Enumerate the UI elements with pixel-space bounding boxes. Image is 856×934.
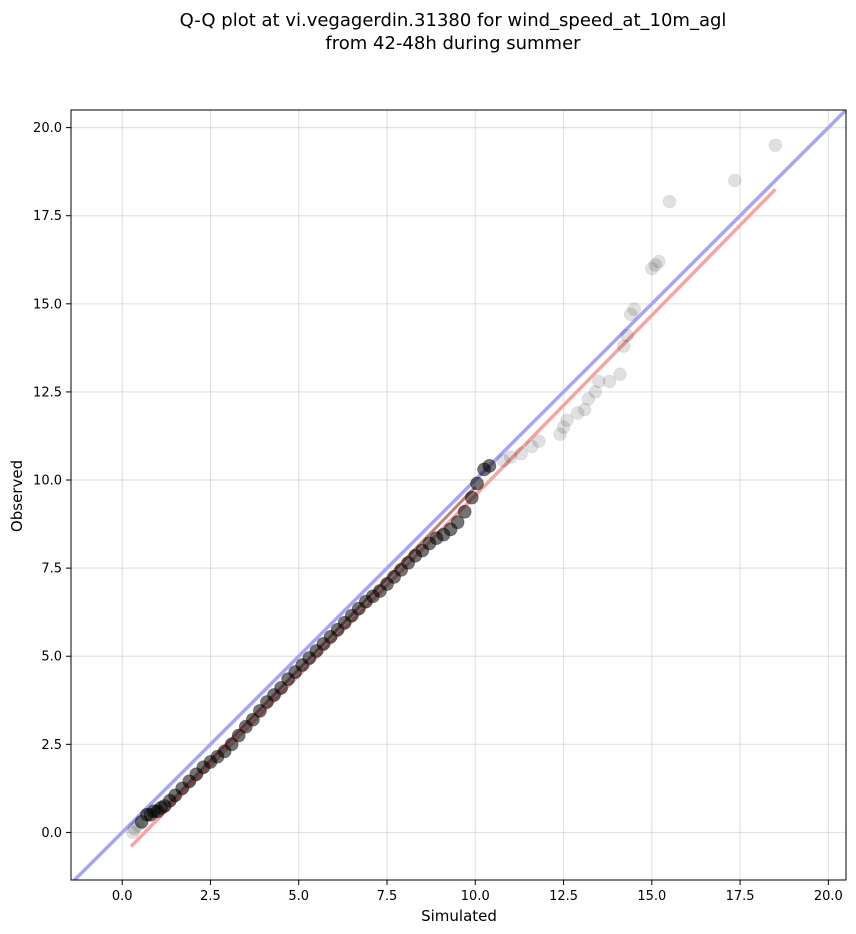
scatter-point (503, 450, 518, 465)
scatter-point (450, 515, 465, 530)
scatter-point (553, 427, 567, 442)
y-tick-label: 5.0 (41, 650, 62, 665)
y-axis-label: Observed (8, 460, 26, 532)
plot-content (72, 110, 846, 880)
scatter-point (651, 254, 666, 269)
scatter-point (662, 194, 677, 209)
y-tick-label: 17.5 (33, 209, 62, 224)
y-tick-label: 10.0 (33, 474, 62, 489)
scatter-point (727, 173, 742, 188)
scatter-point (125, 825, 140, 840)
x-tick-label: 5.0 (288, 889, 309, 904)
axes-frame (70, 109, 847, 881)
scatter-point (457, 504, 472, 519)
scatter-point (482, 459, 497, 473)
scatter-point (560, 413, 574, 428)
scatter-point (616, 339, 631, 354)
scatter-point (768, 138, 783, 153)
scatter-point (252, 703, 267, 718)
scatter-point (231, 728, 246, 743)
x-tick-label: 7.5 (377, 889, 398, 904)
scatter-point (613, 367, 627, 382)
scatter-point (496, 453, 511, 468)
scatter-point (620, 328, 634, 343)
x-tick-label: 15.0 (637, 889, 666, 904)
y-axis-ticks: 0.0 2.5 5.0 7.5 10.0 12.5 15.0 17.5 20.0 (33, 121, 71, 841)
chart-title-line-1: Q-Q plot at vi.vegagerdin.31380 for wind… (180, 10, 727, 31)
scatter-point (524, 439, 539, 454)
x-tick-label: 2.5 (200, 889, 221, 904)
x-tick-label: 17.5 (726, 889, 755, 904)
x-axis-label: Simulated (421, 907, 497, 925)
scatter-point (627, 302, 642, 317)
scatter-point (556, 420, 571, 435)
scatter-point (470, 476, 484, 491)
scatter-point (602, 374, 617, 389)
x-tick-label: 0.0 (112, 889, 133, 904)
y-tick-label: 2.5 (41, 738, 62, 753)
grid-lines (71, 110, 846, 880)
scatter-point (464, 490, 479, 505)
scatter-point (514, 446, 529, 461)
x-axis-ticks: 0.0 2.5 5.0 7.5 10.0 12.5 15.0 17.5 20.0 (112, 880, 843, 904)
scatter-point (274, 681, 288, 695)
chart-title-line-2: from 42-48h during summer (325, 33, 581, 54)
scatter-point (648, 258, 663, 272)
x-tick-label: 10.0 (461, 889, 490, 904)
y-tick-label: 7.5 (41, 562, 62, 577)
x-tick-label: 12.5 (549, 889, 578, 904)
scatter-point (577, 402, 592, 417)
y-tick-label: 12.5 (33, 385, 62, 400)
scatter-point (591, 374, 606, 389)
scatter-point (588, 385, 603, 399)
scatter-point (570, 406, 585, 420)
identity-reference-line (72, 110, 846, 880)
x-tick-label: 20.0 (814, 889, 843, 904)
y-tick-label: 0.0 (41, 826, 62, 841)
scatter-point (623, 307, 638, 322)
scatter-point (644, 261, 659, 276)
scatter-point (245, 712, 260, 727)
scatter-point (581, 392, 596, 406)
scatter-point (224, 737, 239, 752)
y-tick-label: 20.0 (33, 121, 62, 136)
y-tick-label: 15.0 (33, 297, 62, 312)
scatter-point (531, 434, 546, 449)
